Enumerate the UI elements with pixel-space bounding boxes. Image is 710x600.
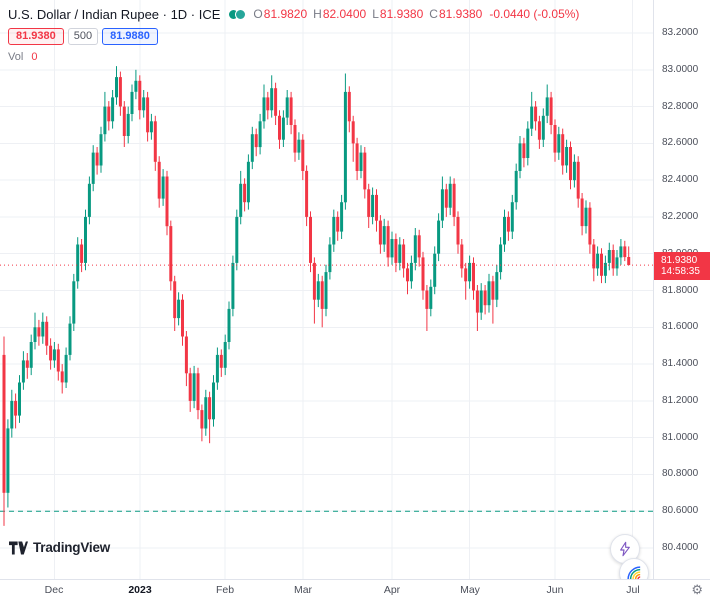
price-axis-label: 81.4000	[662, 358, 699, 369]
ohlc-label: H	[313, 7, 322, 21]
candles	[2, 66, 631, 526]
ohlc-value: 81.9380	[438, 7, 483, 21]
last-price-value: 81.9380	[661, 255, 698, 266]
quote-currency-dot-icon	[235, 8, 247, 20]
last-price-badge: 81.9380 14:58:35	[654, 252, 710, 280]
symbol-title[interactable]: U.S. Dollar / Indian Rupee · 1D · ICE	[8, 6, 221, 22]
candlestick-chart[interactable]	[0, 0, 653, 579]
time-axis-label: Jun	[546, 584, 564, 596]
settings-gear-icon[interactable]: ⚙	[691, 582, 703, 597]
time-axis[interactable]: ⚙ Dec 2023 Feb Mar Apr May Jun Jul	[0, 579, 710, 600]
minds-button[interactable]	[619, 558, 649, 579]
order-widget: 81.9380 500 81.9880	[8, 28, 579, 45]
volume-row: Vol 0	[8, 51, 579, 63]
time-axis-label: Feb	[215, 584, 235, 596]
price-axis-label: 82.6000	[662, 137, 699, 148]
boost-button[interactable]	[610, 534, 640, 564]
sell-button[interactable]: 81.9380	[8, 28, 64, 45]
ohlc-value: 81.9380	[379, 7, 424, 21]
tradingview-logo[interactable]: TradingView	[9, 540, 110, 555]
time-axis-label: 2023	[128, 584, 152, 596]
price-axis-label: 83.2000	[662, 27, 699, 38]
rainbow-arcs-icon	[626, 565, 640, 579]
price-change: -0.0440 (-0.05%)	[489, 7, 580, 21]
symbol-pair-icon	[228, 8, 247, 20]
ohlc-label: C	[429, 7, 438, 21]
ohlc-value: 81.9820	[263, 7, 308, 21]
price-axis-label: 81.6000	[662, 321, 699, 332]
countdown-timer: 14:58:35	[661, 266, 700, 277]
price-axis-label: 81.8000	[662, 285, 699, 296]
ohlc-label: O	[253, 7, 263, 21]
price-axis-label: 80.8000	[662, 468, 699, 479]
price-axis[interactable]: 81.9380 14:58:35 83.2000 83.0000 82.8000 82…	[653, 0, 710, 579]
price-axis-label: 82.2000	[662, 211, 699, 222]
tradingview-mark-icon	[9, 541, 28, 554]
price-axis-label: 83.0000	[662, 64, 699, 75]
lightning-icon	[620, 541, 630, 557]
time-axis-label: Mar	[293, 584, 313, 596]
ohlc-value: 82.0400	[322, 7, 367, 21]
price-axis-label: 81.2000	[662, 395, 699, 406]
time-axis-label: Dec	[44, 584, 64, 596]
ohlc-label: L	[372, 7, 379, 21]
price-axis-label: 82.4000	[662, 174, 699, 185]
time-axis-label: Jul	[626, 584, 640, 596]
tradingview-wordmark: TradingView	[33, 540, 111, 555]
price-axis-label: 82.8000	[662, 101, 699, 112]
time-axis-label: Apr	[383, 584, 401, 596]
price-axis-label: 81.0000	[662, 432, 699, 443]
volume-label: Vol	[8, 51, 24, 63]
quantity-field[interactable]: 500	[67, 28, 99, 45]
volume-value: 0	[31, 51, 38, 63]
ohlc-values: O 81.9820 H 82.0400 L 81.9380 C 81.9380	[253, 7, 488, 21]
price-axis-label: 80.4000	[662, 542, 699, 553]
buy-button[interactable]: 81.9880	[102, 28, 158, 45]
price-axis-label: 80.6000	[662, 505, 699, 516]
time-axis-label: May	[460, 584, 480, 596]
